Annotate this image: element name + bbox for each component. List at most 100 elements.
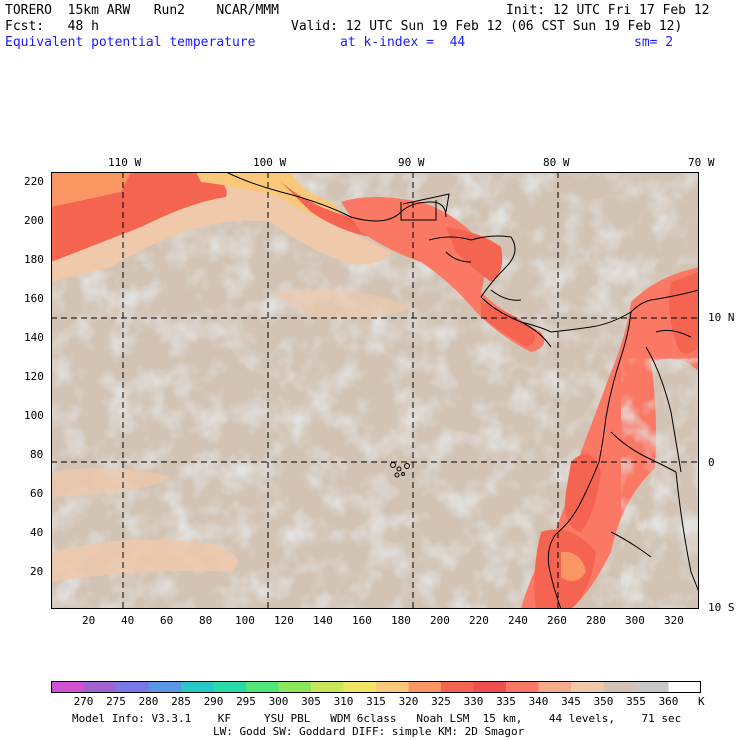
- colorbar-label: 270: [73, 695, 94, 708]
- colorbar-label: 350: [593, 695, 614, 708]
- border-colombia-brazil: [645, 346, 682, 473]
- x-tick: 240: [508, 614, 528, 627]
- colorbar-label: 310: [333, 695, 354, 708]
- colorbar-label: 360: [658, 695, 679, 708]
- colorbar-label: 275: [106, 695, 126, 708]
- warm-streak-south: [51, 539, 238, 582]
- y-tick: 120: [24, 370, 44, 383]
- y-tick: 200: [24, 214, 44, 227]
- colorbar-label: 345: [561, 695, 581, 708]
- colorbar-swatch: [311, 681, 344, 693]
- ecuador-max: [565, 454, 601, 532]
- x-tick: 140: [313, 614, 333, 627]
- physics-info: LW: Godd SW: Goddard DIFF: simple KM: 2D…: [213, 725, 525, 738]
- costa-rica-max: [481, 302, 535, 347]
- coastlines: [225, 172, 699, 609]
- colorbar-swatch: [148, 681, 182, 693]
- x-tick: 300: [625, 614, 645, 627]
- colorbar-label: 280: [138, 695, 159, 708]
- colorbar-label: 315: [366, 695, 386, 708]
- theta-e-map: [51, 172, 699, 609]
- warm-streak-west: [51, 468, 171, 497]
- border-ecuador-peru: [610, 431, 677, 473]
- map-frame: [51, 172, 699, 609]
- x-tick: 100: [235, 614, 255, 627]
- galapagos-island: [401, 472, 405, 476]
- x-tick: 180: [391, 614, 411, 627]
- x-tick: 320: [664, 614, 684, 627]
- x-tick: 40: [121, 614, 135, 627]
- colorbar-label: 340: [528, 695, 549, 708]
- lat-label-0: 0: [708, 456, 715, 469]
- lon-label-70w: 70 W: [688, 156, 715, 169]
- x-tick: 60: [160, 614, 174, 627]
- border-guatemala: [400, 200, 437, 221]
- lon-label-110w: 110 W: [108, 156, 142, 169]
- x-tick: 120: [274, 614, 294, 627]
- y-tick: 40: [30, 526, 44, 539]
- galapagos-island: [394, 472, 400, 478]
- border-costa-rica: [520, 321, 552, 333]
- model-title: TORERO 15km ARW Run2 NCAR/MMM: [5, 3, 279, 18]
- honduras-max: [446, 227, 503, 282]
- coastline-peru: [547, 501, 582, 609]
- x-tick: 20: [82, 614, 96, 627]
- border-bolivia: [675, 471, 699, 593]
- lon-label-90w: 90 W: [398, 156, 425, 169]
- colorbar-label: 295: [236, 695, 256, 708]
- coastline-yucatan: [402, 193, 450, 213]
- colorbar-label: 285: [171, 695, 191, 708]
- colorbar-swatch: [538, 681, 572, 693]
- graticule: [51, 172, 699, 609]
- colorbar-label: 290: [203, 695, 224, 708]
- border-honduras: [445, 251, 472, 263]
- y-tick: 180: [24, 253, 44, 266]
- colorbar-swatch: [246, 681, 279, 693]
- x-tick: 280: [586, 614, 606, 627]
- colorbar: [51, 681, 701, 693]
- colorbar-swatch: [181, 681, 214, 693]
- colorbar-label: 335: [496, 695, 516, 708]
- y-tick: 100: [24, 409, 44, 422]
- y-tick: 220: [24, 175, 44, 188]
- galapagos-island: [396, 466, 402, 472]
- colorbar-swatch: [343, 681, 377, 693]
- colorbar-swatch: [571, 681, 604, 693]
- x-tick: 160: [352, 614, 372, 627]
- colorbar-label: 355: [626, 695, 646, 708]
- warm-streak-center: [271, 289, 411, 319]
- x-tick: 220: [469, 614, 489, 627]
- y-tick: 140: [24, 331, 44, 344]
- andes-warm: [521, 267, 699, 609]
- coastal-max-mexico: [281, 182, 374, 237]
- coastline-mexico: [225, 172, 447, 222]
- forecast-hour: Fcst: 48 h: [5, 19, 99, 34]
- colorbar-swatch: [213, 681, 247, 693]
- coastline-colombia-pacific: [580, 311, 632, 503]
- colorbar-label: 320: [398, 695, 419, 708]
- x-tick: 260: [547, 614, 567, 627]
- y-tick: 20: [30, 565, 44, 578]
- colorbar-label: 300: [268, 695, 289, 708]
- border-nicaragua: [490, 289, 522, 301]
- colorbar-swatch: [376, 681, 409, 693]
- x-tick: 200: [430, 614, 450, 627]
- colorbar-swatch: [51, 681, 84, 693]
- border-peru-brazil: [610, 531, 652, 558]
- colorbar-swatch: [116, 681, 149, 693]
- y-tick: 80: [30, 448, 44, 461]
- model-info: Model Info: V3.3.1 KF YSU PBL WDM 6class…: [72, 712, 682, 725]
- colorbar-label: 305: [301, 695, 321, 708]
- init-time: Init: 12 UTC Fri 17 Feb 12: [506, 3, 710, 18]
- colorbar-swatch: [278, 681, 312, 693]
- colorbar-swatch: [473, 681, 507, 693]
- galapagos-island: [404, 463, 410, 469]
- valid-time: Valid: 12 UTC Sun 19 Feb 12 (06 CST Sun …: [291, 19, 683, 34]
- smoothing-info: sm= 2: [634, 35, 674, 50]
- colorbar-swatch: [441, 681, 474, 693]
- level-info: at k-index = 44: [340, 35, 466, 50]
- amazon-interior-texture: [621, 358, 699, 609]
- colorbar-swatch: [668, 681, 701, 693]
- y-tick: 160: [24, 292, 44, 305]
- lat-label-10n: 10 N: [708, 311, 735, 324]
